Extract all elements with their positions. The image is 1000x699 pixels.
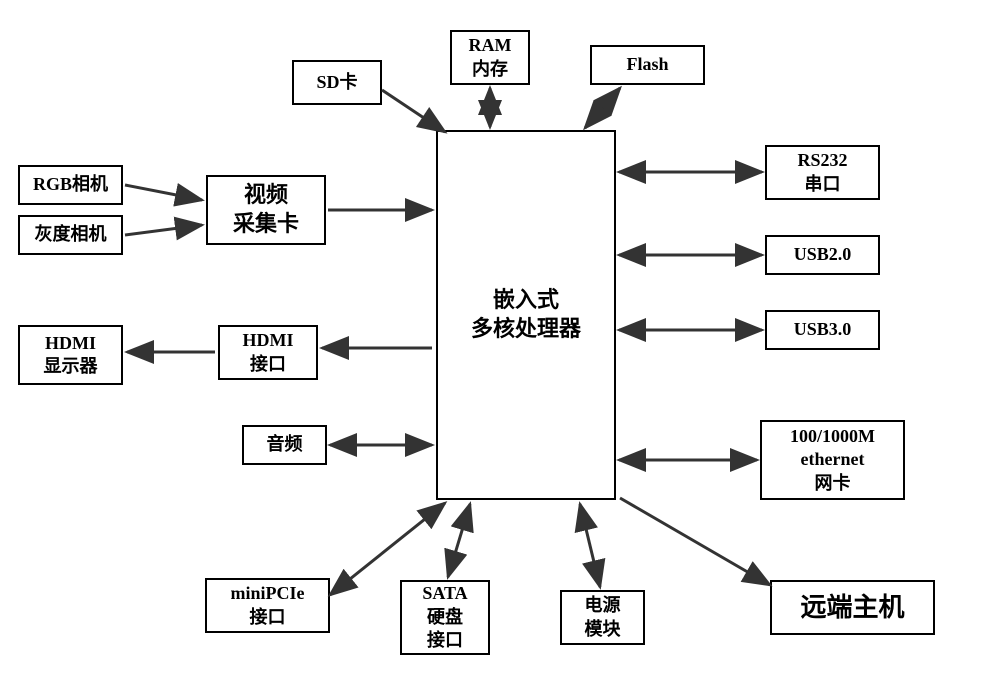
edge-gray-capture [125,225,202,235]
node-label: 嵌入式 多核处理器 [471,286,581,343]
node-cpu: 嵌入式 多核处理器 [436,130,616,500]
node-hdmi_mon: HDMI 显示器 [18,325,123,385]
node-sd: SD卡 [292,60,382,105]
node-label: RS232 串口 [797,149,847,196]
node-label: 电源 模块 [585,594,621,641]
node-label: 音频 [267,433,303,456]
node-label: 灰度相机 [35,223,107,246]
edge-sata-cpu [448,504,470,577]
node-power: 电源 模块 [560,590,645,645]
node-label: USB3.0 [794,318,852,341]
node-label: SD卡 [316,71,357,94]
node-label: RGB相机 [33,173,108,196]
edge-power-cpu [580,504,600,587]
node-label: SATA 硬盘 接口 [422,582,467,652]
node-minipcie: miniPCIe 接口 [205,578,330,633]
edge-flash-cpu [585,88,620,128]
node-label: 视频 采集卡 [233,181,299,238]
node-rs232: RS232 串口 [765,145,880,200]
node-usb3: USB3.0 [765,310,880,350]
node-label: HDMI 显示器 [44,332,98,379]
node-sata: SATA 硬盘 接口 [400,580,490,655]
node-eth: 100/1000M ethernet 网卡 [760,420,905,500]
node-gray: 灰度相机 [18,215,123,255]
edge-sd-cpu [382,90,445,132]
edge-rgb-capture [125,185,202,200]
node-label: Flash [626,53,668,76]
node-audio: 音频 [242,425,327,465]
node-flash: Flash [590,45,705,85]
node-hdmi_if: HDMI 接口 [218,325,318,380]
node-label: 远端主机 [800,591,904,625]
node-label: RAM 内存 [469,34,512,81]
node-label: HDMI 接口 [243,329,294,376]
edge-cpu-remote [620,498,770,585]
node-rgb: RGB相机 [18,165,123,205]
node-remote: 远端主机 [770,580,935,635]
node-capture: 视频 采集卡 [206,175,326,245]
node-usb2: USB2.0 [765,235,880,275]
node-label: 100/1000M ethernet 网卡 [790,425,875,495]
node-label: miniPCIe 接口 [231,582,305,629]
node-ram: RAM 内存 [450,30,530,85]
node-label: USB2.0 [794,243,852,266]
